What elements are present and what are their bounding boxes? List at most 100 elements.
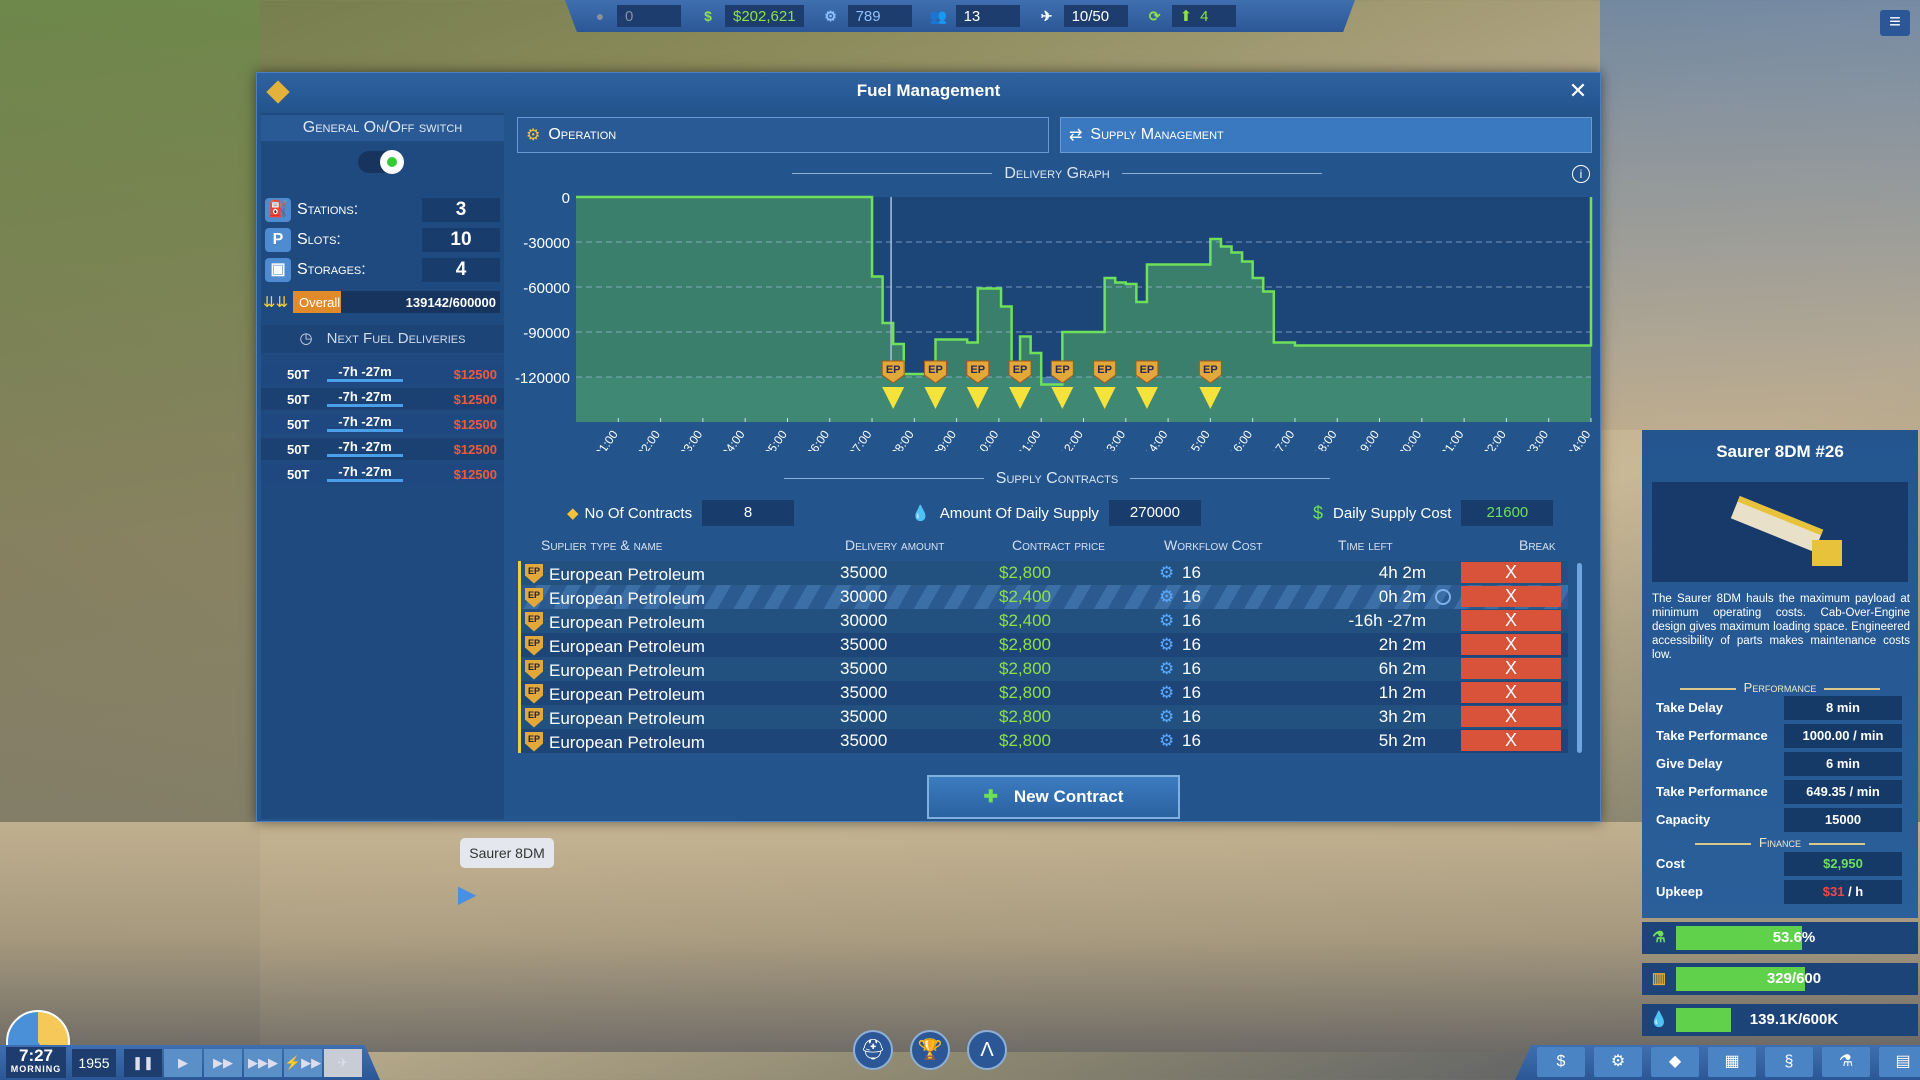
window-title: Fuel Management — [257, 73, 1600, 109]
contracts-icon[interactable]: § — [1765, 1047, 1813, 1077]
delivery-price: $12500 — [453, 467, 497, 482]
progress-ring-icon — [1435, 589, 1451, 605]
status-bar: ▥ 329/600 — [1642, 963, 1918, 995]
clock-display: 7:27 MORNING — [6, 1047, 66, 1078]
ep-logo-icon: EP — [525, 731, 543, 752]
performance-value: 8 min — [1784, 696, 1902, 720]
status-bar-text: 53.6% — [1772, 929, 1816, 946]
close-button[interactable]: ✕ — [1568, 78, 1588, 103]
fast-forward-button[interactable]: ▶▶ — [204, 1049, 242, 1077]
table-scrollbar[interactable] — [1577, 563, 1582, 753]
delivery-amount: 35000 — [840, 635, 888, 654]
tab-supply-management[interactable]: ⇄ Supply Management — [1060, 117, 1592, 153]
time-left: 0h 2m — [1378, 587, 1426, 606]
column-header: Delivery amount — [845, 537, 945, 553]
delivery-amount: 30000 — [840, 611, 888, 630]
topbar-value: 13 — [955, 5, 1020, 27]
break-contract-button[interactable]: X — [1461, 586, 1561, 607]
overall-label: Overall — [299, 295, 341, 310]
tab-label: Operation — [548, 126, 617, 143]
worker-icon[interactable]: ⛑ — [853, 1030, 893, 1070]
upkeep-unit: / h — [1844, 884, 1864, 899]
contract-row[interactable]: EP European Petroleum 30000 $2,400 ⚙ 16 -… — [518, 609, 1568, 633]
gear-icon: ⚙ — [1159, 563, 1175, 582]
contract-row[interactable]: EP European Petroleum 35000 $2,800 ⚙ 16 2… — [518, 633, 1568, 657]
delivery-time: -7h -27m — [327, 464, 403, 482]
gear-icon: ⚙ — [1159, 587, 1175, 606]
status-bar: ⚗ 53.6% — [1642, 922, 1918, 954]
contract-row[interactable]: EP European Petroleum 35000 $2,800 ⚙ 16 4… — [518, 561, 1568, 585]
break-contract-button[interactable]: X — [1461, 634, 1561, 655]
tab-operation[interactable]: ⚙ Operation — [517, 117, 1049, 153]
break-contract-button[interactable]: X — [1461, 706, 1561, 727]
play-button[interactable]: ▶ — [164, 1049, 202, 1077]
workflow-cost: 16 — [1182, 659, 1201, 678]
contract-row[interactable]: EP European Petroleum 35000 $2,800 ⚙ 16 3… — [518, 705, 1568, 729]
supply-area — [576, 197, 1591, 422]
workflow-cost: 16 — [1182, 731, 1201, 750]
column-header: Suplier type & name — [541, 537, 663, 553]
value-text: 789 — [855, 7, 881, 25]
x-tick-label: 14:00 — [1142, 427, 1171, 451]
fuel-management-window: Fuel Management ✕ General On/Off switch … — [256, 72, 1601, 822]
delivery-row: 50T -7h -27m $12500 — [261, 438, 504, 460]
info-icon[interactable]: i — [1572, 165, 1590, 183]
pause-button[interactable]: ❚❚ — [124, 1049, 162, 1077]
break-contract-button[interactable]: X — [1461, 610, 1561, 631]
cost-value: 21600 — [1461, 500, 1554, 526]
ep-marker-label: EP — [1203, 364, 1218, 376]
menu-button[interactable]: ≡ — [1880, 10, 1910, 36]
parking-icon: P — [265, 228, 291, 252]
break-contract-button[interactable]: X — [1461, 730, 1561, 751]
fuel-settings-icon[interactable]: ◆ — [1651, 1047, 1699, 1077]
break-contract-button[interactable]: X — [1461, 562, 1561, 583]
road-icon[interactable]: Λ — [967, 1030, 1007, 1070]
contract-price: $2,400 — [999, 587, 1051, 606]
delivery-price: $12500 — [453, 417, 497, 432]
delivery-arrow-marker — [1199, 387, 1222, 409]
faster-button[interactable]: ▶▶▶ — [244, 1049, 282, 1077]
cargo-settings-icon[interactable]: ⚙ — [1594, 1047, 1642, 1077]
value-text: 0 — [625, 7, 634, 25]
x-tick-label: 22:00 — [1480, 427, 1509, 451]
finance-icon[interactable]: $ — [1537, 1047, 1585, 1077]
ep-logo-icon: EP — [525, 707, 543, 728]
delivery-row: 50T -7h -27m $12500 — [261, 363, 504, 385]
x-tick-label: 02:00 — [634, 427, 663, 451]
value-text: 4 — [1200, 7, 1209, 25]
break-contract-button[interactable]: X — [1461, 682, 1561, 703]
contract-row[interactable]: EP European Petroleum 35000 $2,800 ⚙ 16 5… — [518, 729, 1568, 753]
performance-value: 649.35 / min — [1784, 780, 1902, 804]
workflow-cost: 16 — [1182, 587, 1201, 606]
time-control-bar: 7:27 MORNING 1955 ❚❚ ▶ ▶▶ ▶▶▶ ⚡▶▶ ✈ — [0, 1045, 380, 1080]
tab-label: Supply Management — [1090, 126, 1224, 143]
trophy-icon[interactable]: 🏆 — [910, 1030, 950, 1070]
cost-row: Cost $2,950 — [1652, 852, 1908, 876]
performance-label: Capacity — [1656, 812, 1711, 827]
stat-label: Storages: — [297, 261, 366, 278]
supplier-name: European Petroleum — [549, 733, 705, 752]
calendar-icon[interactable]: ▦ — [1708, 1047, 1756, 1077]
contract-row[interactable]: EP European Petroleum 35000 $2,800 ⚙ 16 6… — [518, 657, 1568, 681]
switch-label: General On/Off switch — [261, 115, 504, 141]
skip-to-flight-button[interactable]: ✈ — [324, 1049, 362, 1077]
performance-label: Give Delay — [1656, 756, 1723, 771]
supplier-name: European Petroleum — [549, 589, 705, 608]
break-contract-button[interactable]: X — [1461, 658, 1561, 679]
ep-logo-icon: EP — [525, 659, 543, 680]
overall-value: 139142/600000 — [405, 295, 496, 310]
contract-row[interactable]: EP European Petroleum 35000 $2,800 ⚙ 16 1… — [518, 681, 1568, 705]
contract-row[interactable]: EP European Petroleum 30000 $2,400 ⚙ 16 0… — [518, 585, 1568, 609]
general-switch-toggle[interactable] — [358, 150, 404, 174]
x-tick-label: 24:00 — [1565, 427, 1594, 451]
research-icon[interactable]: ⚗ — [1822, 1047, 1870, 1077]
ep-marker-label: EP — [970, 364, 985, 376]
daily-cost: $ Daily Supply Cost 21600 — [1313, 498, 1554, 528]
new-contract-button[interactable]: ✚ New Contract — [927, 775, 1180, 819]
statistics-icon[interactable]: ▤ — [1879, 1047, 1920, 1077]
value-text: 13 — [963, 7, 981, 25]
resource-bar: ● 0 $ $202,621 ⚙ 789 👥 13 ✈ 10/50 ⟳ ⬆ 4 — [565, 0, 1355, 32]
count-label: No Of Contracts — [584, 504, 693, 522]
x-tick-label: 15:00 — [1184, 427, 1213, 451]
fastest-button[interactable]: ⚡▶▶ — [284, 1049, 322, 1077]
